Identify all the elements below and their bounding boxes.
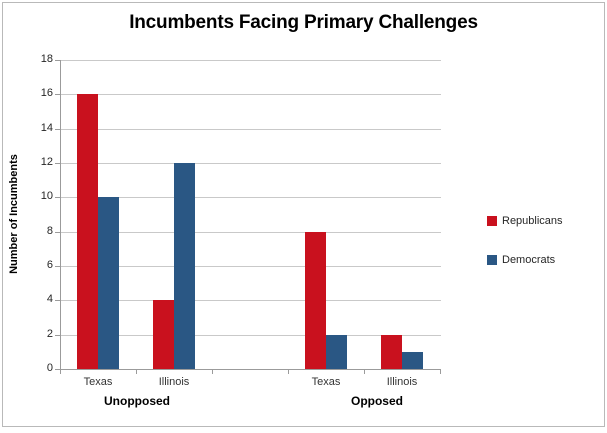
gridline xyxy=(61,163,441,164)
y-axis-tick xyxy=(55,369,60,370)
x-axis-tick xyxy=(288,369,289,374)
bar-democrats-opposed-illinois[interactable] xyxy=(402,351,423,369)
chart-title: Incumbents Facing Primary Challenges xyxy=(129,12,478,33)
legend-item-democrats[interactable]: Democrats xyxy=(487,253,563,266)
bar-republicans-opposed-texas[interactable] xyxy=(305,231,326,369)
gridline xyxy=(61,231,441,233)
x-group-label: Unopposed xyxy=(104,394,170,408)
y-tick-label: 8 xyxy=(46,224,53,237)
y-axis-tick xyxy=(55,231,60,233)
x-axis-tick xyxy=(60,369,61,374)
y-axis-tick xyxy=(55,163,60,164)
bar-democrats-opposed-texas[interactable] xyxy=(326,334,347,369)
x-group-label: Opposed xyxy=(350,394,403,408)
y-axis-tick xyxy=(55,334,60,336)
y-axis-title: Number of Incumbents xyxy=(8,154,20,274)
y-axis-tick xyxy=(55,197,60,199)
x-category-label: Texas xyxy=(83,376,113,388)
y-axis-tick xyxy=(55,266,60,267)
x-category-label: Illinois xyxy=(158,376,190,388)
y-tick-label: 0 xyxy=(46,362,53,374)
x-category-label: Texas xyxy=(311,376,341,388)
y-tick-label: 10 xyxy=(40,190,53,203)
legend-item-republicans[interactable]: Republicans xyxy=(487,214,563,227)
legend: Republicans Democrats xyxy=(487,214,563,292)
x-axis-tick xyxy=(212,369,213,374)
y-tick-label: 14 xyxy=(40,121,53,134)
legend-label: Democrats xyxy=(502,253,556,266)
x-axis-tick xyxy=(136,369,137,374)
y-tick-label: 18 xyxy=(40,53,53,65)
bar-democrats-unopposed-texas[interactable] xyxy=(98,197,119,369)
bar-democrats-unopposed-illinois[interactable] xyxy=(174,163,195,369)
x-category-label: Illinois xyxy=(386,376,418,388)
legend-swatch-democrats xyxy=(487,254,497,265)
plot-area xyxy=(60,60,441,370)
x-axis-tick xyxy=(440,369,441,374)
bar-republicans-unopposed-texas[interactable] xyxy=(77,94,98,369)
bar-republicans-unopposed-illinois[interactable] xyxy=(153,300,174,369)
x-axis-tick xyxy=(364,369,365,374)
y-axis-tick xyxy=(55,60,60,61)
y-tick-label: 4 xyxy=(46,293,53,306)
bar-republicans-opposed-illinois[interactable] xyxy=(381,334,402,369)
y-tick-label: 6 xyxy=(46,259,53,271)
chart-frame: Incumbents Facing Primary Challenges Num… xyxy=(2,2,605,427)
y-axis-tick xyxy=(55,94,60,96)
gridline xyxy=(61,266,441,267)
gridline xyxy=(61,300,441,302)
y-axis-tick xyxy=(55,300,60,302)
legend-label: Republicans xyxy=(502,214,563,227)
y-tick-label: 2 xyxy=(46,327,53,340)
gridline xyxy=(61,197,441,199)
y-tick-label: 16 xyxy=(40,87,53,100)
legend-swatch-republicans xyxy=(487,215,497,226)
gridline xyxy=(61,334,441,336)
y-axis-tick xyxy=(55,128,60,130)
gridline xyxy=(61,128,441,130)
y-tick-label: 12 xyxy=(40,156,53,168)
gridline xyxy=(61,60,441,61)
gridline xyxy=(61,94,441,96)
